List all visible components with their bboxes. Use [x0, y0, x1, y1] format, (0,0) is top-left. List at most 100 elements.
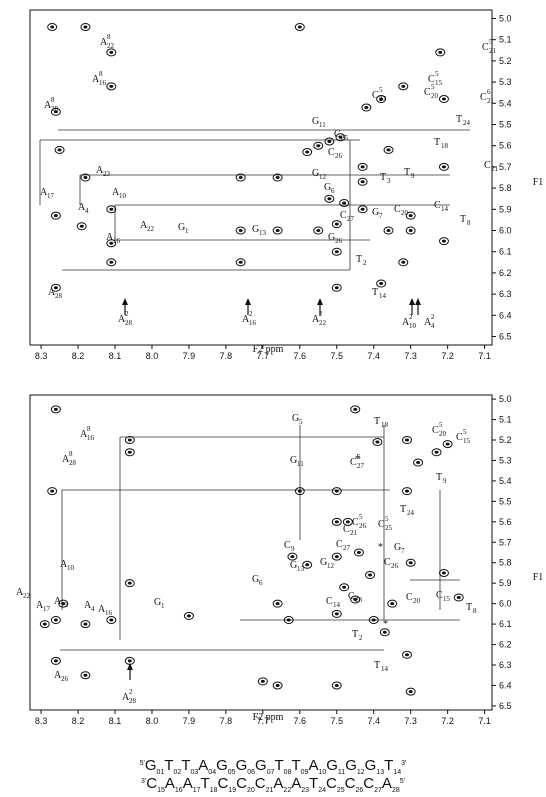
peak-label: T	[466, 602, 472, 613]
peak-core	[405, 490, 409, 493]
residue-number: 22	[283, 787, 291, 794]
strand-end: 3'	[401, 760, 406, 767]
residue-number: 01	[157, 769, 165, 776]
x-tick-label: 8.0	[146, 716, 159, 726]
x-tick-label: 7.4	[367, 716, 380, 726]
peak-label-sub: 20	[439, 430, 447, 438]
peak-label-sub: 20	[413, 597, 421, 605]
peak-core	[298, 490, 302, 493]
peak-label: C	[343, 524, 350, 535]
peak-label: C	[432, 425, 439, 436]
peak-core	[54, 619, 58, 622]
y-tick-label: 6.2	[499, 640, 512, 650]
residue-base: T	[275, 757, 284, 774]
peak-core	[276, 684, 280, 687]
peak-core	[43, 623, 47, 626]
peak-core	[261, 680, 265, 683]
residue-base: T	[181, 757, 190, 774]
peak-label-sub: 21	[487, 97, 495, 105]
peak-label: C	[378, 519, 385, 530]
residue-base: C	[146, 775, 157, 792]
peak-core	[435, 451, 439, 454]
strand-end: 5'	[400, 778, 405, 785]
peak-label-sup: 2	[249, 310, 253, 318]
peak-label: C	[328, 147, 335, 158]
y-tick-label: 5.5	[499, 119, 512, 129]
y-tick-label: 6.5	[499, 332, 512, 342]
x-tick-label: 7.3	[404, 351, 417, 361]
peak-core	[368, 574, 372, 577]
residue-number: 09	[301, 769, 309, 776]
peak-label-sub: 9	[443, 477, 447, 485]
residue-base: C	[345, 775, 356, 792]
peak-label: C	[340, 210, 347, 221]
peak-label-sup: 5	[431, 83, 435, 91]
peak-core	[316, 229, 320, 232]
residue-base: G	[255, 757, 267, 774]
peak-label-sub: 16	[99, 79, 107, 87]
peak-label: T	[456, 114, 462, 125]
peak-core	[442, 240, 446, 243]
peak-label-sup: 5	[439, 421, 443, 429]
residue-number: 24	[318, 787, 326, 794]
residue-base: C	[255, 775, 266, 792]
x-tick-label: 7.1	[478, 716, 491, 726]
peak-label-sup: 8	[87, 425, 91, 433]
peak-core	[409, 561, 413, 564]
peak-core	[364, 106, 368, 109]
peak-label-sub: 28	[55, 292, 63, 300]
x-tick-label: 8.3	[35, 716, 48, 726]
peak-label: C	[336, 539, 343, 550]
sequence-line: 5'G01T02T03A04G05G06G07T08T09A10G11G12G1…	[140, 757, 407, 776]
peak-core	[372, 619, 376, 622]
peak-core	[83, 25, 87, 28]
residue-number: 20	[247, 787, 255, 794]
peak-label-sub: 10	[119, 192, 127, 200]
peak-core	[409, 214, 413, 217]
peak-core	[128, 582, 132, 585]
peak-label: C	[394, 204, 401, 215]
peak-core	[276, 229, 280, 232]
peak-label-sub: 26	[359, 522, 367, 530]
peak-core	[58, 148, 62, 151]
residue-number: 27	[374, 787, 382, 794]
peak-label: C	[406, 592, 413, 603]
y-tick-label: 5.2	[499, 56, 512, 66]
y-tick-label: 6.1	[499, 247, 512, 257]
peak-label: T	[404, 167, 410, 178]
residue-number: 19	[228, 787, 236, 794]
peak-label-sub: 16	[113, 237, 121, 245]
peak-label-sub: 24	[407, 509, 415, 517]
peak-label-sub: 14	[441, 205, 449, 213]
residue-base: A	[382, 775, 392, 792]
peak-label-sub: 22	[319, 319, 327, 327]
peak-core	[54, 659, 58, 662]
peak-core	[401, 261, 405, 264]
y-axis-label: F1	[533, 572, 544, 583]
peak-core	[305, 151, 309, 154]
peak-label-sub: 11	[297, 460, 304, 468]
peak-label-sub: 21	[350, 529, 358, 537]
residue-base: C	[326, 775, 337, 792]
x-tick-label: 7.6	[294, 716, 307, 726]
y-tick-label: 5.3	[499, 455, 512, 465]
plot-frame	[30, 395, 492, 710]
peak-label-sub: 14	[333, 601, 341, 609]
peak-label-sup: 2	[319, 310, 323, 318]
peak-label: C	[480, 92, 487, 103]
residue-base: G	[216, 757, 228, 774]
peak-core	[128, 439, 132, 442]
x-tick-label: 8.1	[109, 716, 122, 726]
y-tick-label: 6.4	[499, 310, 512, 320]
y-tick-label: 6.5	[499, 701, 512, 711]
peak-core	[383, 631, 387, 634]
y-tick-label: 5.0	[499, 13, 512, 23]
peak-label-sub: 11	[319, 121, 326, 129]
peak-label-sub: 7	[379, 212, 383, 220]
x-tick-label: 7.8	[220, 351, 233, 361]
peak-core	[335, 250, 339, 253]
peak-core	[109, 85, 113, 88]
y-tick-label: 5.8	[499, 558, 512, 568]
peak-label-sub: 13	[297, 565, 305, 573]
y-tick-label: 5.8	[499, 183, 512, 193]
